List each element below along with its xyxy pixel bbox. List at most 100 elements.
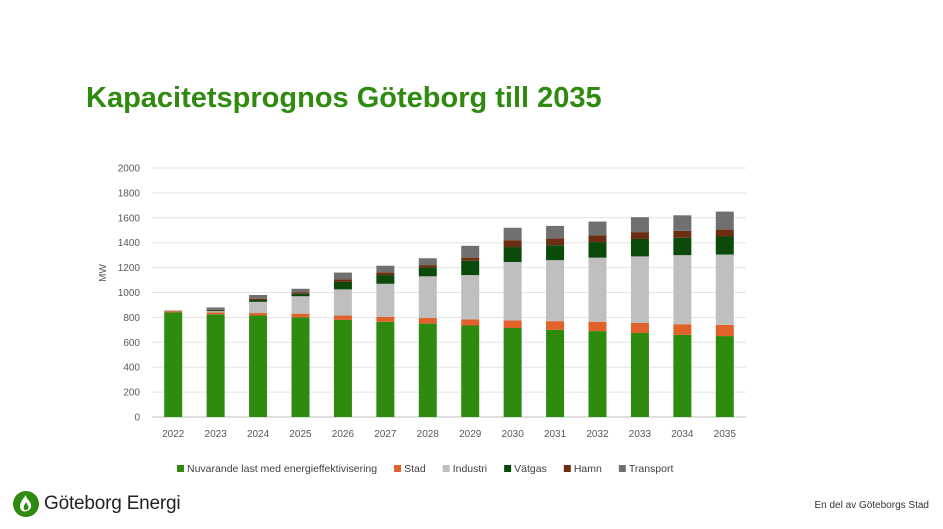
bar-segment (546, 321, 565, 330)
bar-segment (630, 238, 649, 257)
bar-segment (376, 275, 395, 284)
bar-segment (588, 221, 607, 236)
legend-item: Hamn (563, 463, 602, 475)
bar-segment (673, 237, 692, 256)
bar-segment (673, 255, 692, 325)
bar-segment (164, 311, 183, 313)
x-tick-label: 2029 (459, 429, 482, 440)
legend-item: Industri (442, 463, 487, 475)
bar-segment (461, 319, 480, 326)
x-tick-label: 2033 (629, 429, 652, 440)
bar-segment (291, 292, 310, 294)
footer-text: En del av Göteborgs Stad (814, 500, 929, 511)
y-tick-label: 1600 (118, 213, 141, 224)
x-tick-label: 2035 (714, 429, 737, 440)
legend-swatch (618, 465, 626, 472)
bar-segment (630, 256, 649, 324)
bar-segment (206, 309, 225, 311)
bar-segment (376, 283, 395, 317)
bar-segment (249, 298, 268, 300)
y-tick-label: 2000 (118, 164, 141, 175)
bar-segment (630, 332, 649, 417)
bar-segment (418, 276, 437, 319)
bar-segment (376, 316, 395, 322)
bar-segment (333, 279, 352, 282)
bar-segment (333, 281, 352, 290)
bar-segment (461, 245, 480, 258)
bar-segment (715, 324, 734, 337)
bar-segment (418, 318, 437, 324)
bar-segment (546, 238, 565, 246)
flame-logo-icon (13, 491, 39, 517)
bar-segment (588, 235, 607, 243)
bar-segment (461, 260, 480, 276)
y-axis-ticks: 0 200 400 600 800 1000 1200 1400 1600 1800 2000 (118, 164, 141, 424)
bar-segment (588, 321, 607, 332)
legend-swatch (442, 465, 450, 472)
bar-segment (206, 311, 225, 313)
bar-segment (715, 254, 734, 325)
bar-segment (673, 215, 692, 231)
bar-segment (206, 310, 225, 312)
x-tick-label: 2031 (544, 429, 567, 440)
bar-segment (673, 334, 692, 417)
y-tick-label: 600 (123, 338, 140, 349)
y-tick-label: 1400 (118, 238, 141, 249)
bar-segment (588, 257, 607, 322)
bars (164, 211, 734, 417)
bar-segment (546, 225, 565, 239)
slide-title: Kapacitetsprognos Göteborg till 2035 (86, 82, 602, 114)
bar-segment (333, 272, 352, 280)
bar-segment (249, 313, 268, 316)
bar-segment (291, 293, 310, 297)
bar-segment (206, 312, 225, 315)
legend-swatch (563, 465, 571, 472)
bar-segment (715, 211, 734, 230)
legend-label: Stad (404, 463, 426, 475)
x-tick-label: 2024 (247, 429, 270, 440)
y-tick-label: 0 (134, 413, 140, 424)
x-tick-label: 2034 (671, 429, 694, 440)
bar-segment (249, 301, 268, 314)
bar-segment (503, 320, 522, 328)
bar-segment (418, 323, 437, 417)
y-tick-label: 400 (123, 363, 140, 374)
bar-segment (715, 336, 734, 417)
legend-item: Transport (618, 463, 674, 475)
bar-segment (461, 257, 480, 261)
legend-label: Vätgas (514, 463, 547, 475)
bar-segment (630, 323, 649, 333)
bar-segment (503, 240, 522, 248)
bar-segment (164, 312, 183, 417)
bar-segment (249, 299, 268, 302)
legend-label: Hamn (574, 463, 602, 475)
bar-segment (291, 317, 310, 417)
bar-segment (461, 275, 480, 320)
bar-segment (630, 232, 649, 239)
legend-swatch (504, 465, 512, 472)
y-tick-label: 1200 (118, 263, 141, 274)
bar-segment (503, 327, 522, 417)
legend: Nuvarande last med energieffektivisering… (177, 463, 673, 475)
bar-segment (249, 315, 268, 417)
bar-segment (164, 310, 183, 312)
bar-segment (333, 319, 352, 417)
legend-item: Vätgas (504, 463, 547, 475)
x-tick-label: 2032 (586, 429, 609, 440)
bar-segment (630, 217, 649, 233)
bar-segment (503, 261, 522, 321)
bar-segment (418, 265, 437, 268)
bar-segment (715, 229, 734, 237)
bar-segment (461, 325, 480, 417)
x-tick-label: 2028 (417, 429, 440, 440)
x-axis-ticks: 2022 2023 2024 2025 2026 2027 2028 2029 2030 2031… (162, 429, 736, 440)
legend-item: Stad (394, 463, 426, 475)
bar-segment (546, 329, 565, 417)
y-axis-title: MW (98, 264, 109, 282)
brand-logo: Göteborg Energi (12, 490, 181, 518)
bar-segment (206, 314, 225, 417)
legend-label: Transport (629, 463, 674, 475)
legend-swatch (394, 465, 402, 472)
bar-segment (673, 324, 692, 335)
